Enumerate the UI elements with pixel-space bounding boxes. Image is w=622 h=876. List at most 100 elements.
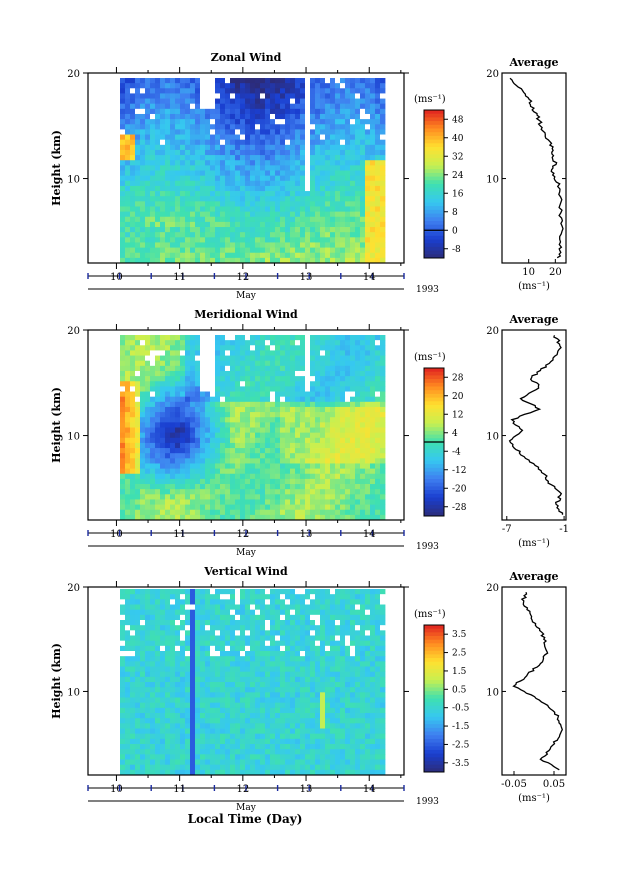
- heatmap-cell: [305, 453, 311, 459]
- heatmap-cell: [240, 155, 246, 161]
- heatmap-cell: [130, 645, 136, 652]
- heatmap-cell: [240, 718, 246, 724]
- heatmap-cell: [315, 412, 321, 418]
- heatmap-cell: [300, 442, 306, 449]
- heatmap-cell: [375, 365, 381, 372]
- heatmap-cell: [255, 376, 261, 382]
- heatmap-cell: [315, 257, 321, 264]
- heatmap-cell: [340, 473, 346, 480]
- heatmap-cell: [180, 221, 186, 228]
- heatmap-cell: [320, 180, 326, 187]
- heatmap-cell: [210, 401, 216, 408]
- heatmap-cell: [215, 124, 221, 130]
- heatmap-cell: [180, 386, 186, 392]
- heatmap-cell: [135, 594, 141, 600]
- heatmap-cell: [330, 391, 336, 398]
- heatmap-cell: [160, 478, 166, 485]
- heatmap-cell: [160, 340, 166, 346]
- heatmap-cell: [260, 509, 266, 516]
- heatmap-cell: [210, 242, 216, 248]
- heatmap-cell: [190, 160, 196, 166]
- heatmap-cell: [240, 484, 246, 490]
- heatmap-cell: [200, 201, 206, 207]
- heatmap-cell: [230, 494, 236, 500]
- heatmap-cell: [205, 180, 211, 187]
- heatmap-cell: [370, 180, 376, 187]
- heatmap-cell: [275, 448, 281, 454]
- heatmap-cell: [245, 340, 251, 346]
- heatmap-cell: [230, 728, 236, 735]
- heatmap-cell: [225, 594, 231, 600]
- heatmap-cell: [230, 129, 236, 135]
- heatmap-cell: [215, 630, 221, 636]
- heatmap-cell: [120, 191, 126, 197]
- heatmap-cell: [165, 391, 171, 398]
- heatmap-cell: [345, 83, 351, 89]
- heatmap-cell: [365, 468, 371, 475]
- heatmap-cell: [380, 448, 386, 454]
- heatmap-cell: [255, 370, 261, 377]
- heatmap-cell: [340, 206, 346, 213]
- heatmap-cell: [130, 365, 136, 372]
- heatmap-cell: [255, 355, 261, 362]
- heatmap-cell: [285, 93, 291, 99]
- heatmap-cell: [335, 119, 341, 125]
- heatmap-cell: [230, 139, 236, 146]
- heatmap-cell: [200, 504, 206, 511]
- heatmap-cell: [245, 160, 251, 166]
- heatmap-cell: [340, 478, 346, 485]
- heatmap-cell: [305, 412, 311, 418]
- heatmap-cell: [155, 656, 161, 662]
- heatmap-cell: [170, 645, 176, 652]
- heatmap-cell: [225, 432, 231, 439]
- heatmap-cell: [270, 391, 276, 398]
- heatmap-cell: [235, 237, 241, 243]
- heatmap-cell: [235, 340, 241, 346]
- heatmap-cell: [295, 134, 301, 141]
- heatmap-cell: [235, 728, 241, 735]
- heatmap-cell: [155, 458, 161, 464]
- heatmap-cell: [140, 93, 146, 99]
- heatmap-cell: [375, 370, 381, 377]
- heatmap-cell: [170, 458, 176, 464]
- heatmap-cell: [305, 463, 311, 470]
- heatmap-cell: [375, 98, 381, 105]
- heatmap-cell: [180, 589, 186, 595]
- heatmap-cell: [145, 139, 151, 146]
- heatmap-cell: [265, 376, 271, 382]
- heatmap-cell: [215, 191, 221, 197]
- heatmap-cell: [320, 191, 326, 197]
- heatmap-cell: [165, 645, 171, 652]
- heatmap-cell: [310, 124, 316, 130]
- heatmap-cell: [210, 744, 216, 750]
- heatmap-cell: [180, 723, 186, 729]
- heatmap-cell: [360, 124, 366, 130]
- heatmap-cell: [255, 93, 261, 99]
- heatmap-cell: [210, 676, 216, 683]
- heatmap-cell: [130, 589, 136, 595]
- heatmap-cell: [380, 93, 386, 99]
- heatmap-cell: [300, 103, 306, 110]
- heatmap-cell: [190, 494, 196, 500]
- heatmap-cell: [160, 211, 166, 218]
- heatmap-cell: [235, 671, 241, 678]
- heatmap-cell: [220, 427, 226, 434]
- heatmap-cell: [205, 170, 211, 177]
- heatmap-cell: [130, 196, 136, 202]
- heatmap-cell: [155, 93, 161, 99]
- heatmap-cell: [185, 221, 191, 228]
- heatmap-cell: [175, 614, 181, 621]
- heatmap-cell: [250, 478, 256, 485]
- heatmap-cell: [185, 718, 191, 724]
- heatmap-cell: [190, 237, 196, 243]
- heatmap-cell: [130, 350, 136, 356]
- heatmap-cell: [265, 113, 271, 120]
- heatmap-cell: [180, 651, 186, 657]
- heatmap-cell: [250, 242, 256, 248]
- heatmap-cell: [175, 671, 181, 678]
- heatmap-cell: [295, 453, 301, 459]
- colorbar-segment: [424, 110, 444, 115]
- heatmap-cell: [160, 391, 166, 398]
- heatmap-cell: [305, 509, 311, 516]
- heatmap-cell: [250, 175, 256, 182]
